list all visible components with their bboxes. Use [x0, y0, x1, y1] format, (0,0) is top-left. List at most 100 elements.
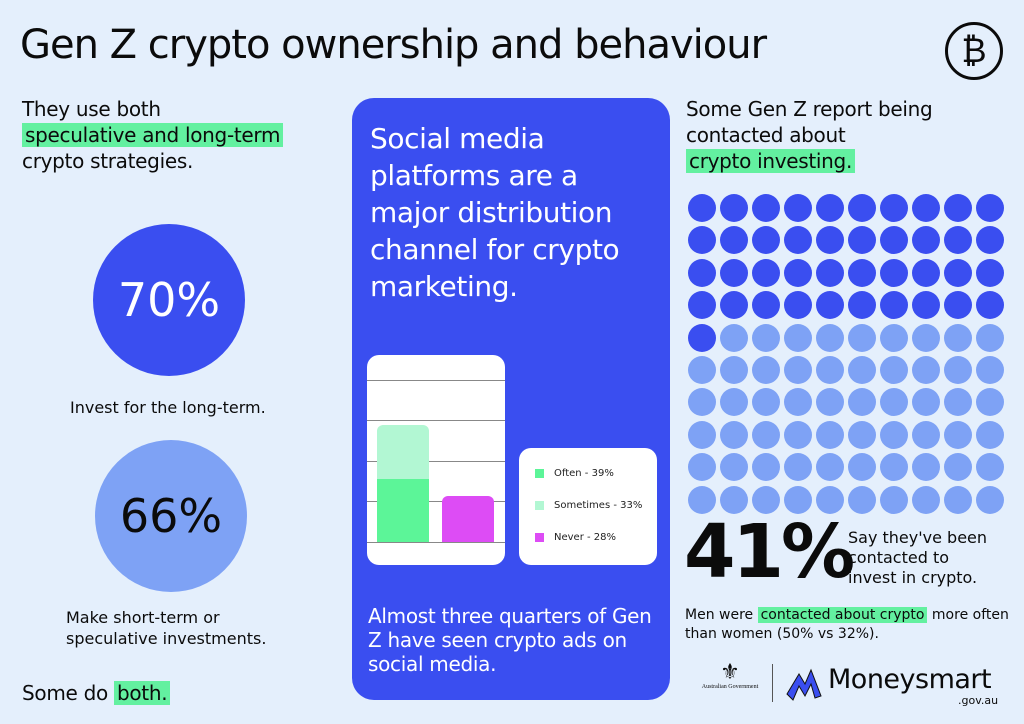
dot-not-contacted	[720, 453, 748, 482]
dot-not-contacted	[880, 388, 908, 417]
dot-contacted	[720, 194, 748, 222]
dot-not-contacted	[752, 323, 780, 352]
dot-contacted	[720, 258, 748, 287]
dot-not-contacted	[752, 420, 780, 449]
logo-divider	[772, 664, 773, 702]
dot-not-contacted	[944, 420, 972, 449]
dot-contacted	[784, 291, 812, 320]
dot-contacted	[976, 291, 1004, 320]
bar-sometimes	[377, 424, 429, 479]
dot-not-contacted	[688, 356, 716, 384]
coat-of-arms-icon: ⚜	[720, 660, 740, 685]
dot-contacted	[880, 291, 908, 320]
grid-line	[367, 461, 505, 462]
dot-not-contacted	[944, 323, 972, 352]
dot-not-contacted	[976, 420, 1004, 449]
dot-contacted	[848, 258, 876, 287]
dot-contacted	[752, 258, 780, 287]
dot-not-contacted	[912, 388, 940, 417]
dot-not-contacted	[976, 356, 1004, 384]
legend-label: Sometimes - 33%	[554, 500, 643, 511]
dot-not-contacted	[880, 453, 908, 482]
dot-not-contacted	[912, 356, 940, 384]
dot-not-contacted	[912, 323, 940, 352]
stat-label-short-term: Make short-term or speculative investmen…	[66, 608, 267, 648]
page-title: Gen Z crypto ownership and behaviour	[20, 22, 767, 68]
dot-not-contacted	[752, 388, 780, 417]
stat-circle-short-term: 66%	[95, 440, 247, 592]
dot-not-contacted	[848, 453, 876, 482]
dot-contacted	[880, 258, 908, 287]
dot-contacted	[816, 194, 844, 222]
stat-circle-long-term: 70%	[93, 224, 245, 376]
dot-not-contacted	[784, 485, 812, 514]
dot-not-contacted	[720, 485, 748, 514]
dot-not-contacted	[784, 420, 812, 449]
dot-contacted	[944, 194, 972, 222]
bar-often	[377, 478, 429, 542]
dot-not-contacted	[848, 420, 876, 449]
dot-contacted	[688, 323, 716, 352]
australian-government-logo: ⚜ Australian Government	[701, 660, 759, 691]
dot-contacted	[912, 226, 940, 255]
grid-line	[367, 501, 505, 502]
left-footer: Some do both.	[22, 680, 171, 706]
dot-not-contacted	[976, 388, 1004, 417]
grid-line	[367, 420, 505, 421]
dot-contacted	[912, 194, 940, 222]
dot-not-contacted	[720, 420, 748, 449]
dot-contacted	[848, 291, 876, 320]
dot-not-contacted	[816, 388, 844, 417]
dot-contacted	[912, 258, 940, 287]
dot-not-contacted	[880, 323, 908, 352]
dot-not-contacted	[848, 388, 876, 417]
dot-contacted	[752, 291, 780, 320]
bar-never	[442, 496, 494, 542]
moneysmart-brand: Moneysmart	[828, 664, 992, 695]
dot-not-contacted	[816, 420, 844, 449]
grid-line	[367, 380, 505, 381]
legend-swatch	[535, 469, 544, 478]
dot-contacted	[848, 194, 876, 222]
dot-not-contacted	[784, 388, 812, 417]
dot-not-contacted	[720, 356, 748, 384]
contact-stat-label: Say they've been contacted to invest in …	[848, 528, 988, 587]
card-title: Social media platforms are a major distr…	[370, 122, 620, 303]
dot-not-contacted	[848, 485, 876, 514]
dot-not-contacted	[752, 356, 780, 384]
dot-contacted	[720, 226, 748, 255]
dot-contacted	[816, 226, 844, 255]
chart-legend: Often - 39% Sometimes - 33% Never - 28%	[519, 448, 657, 565]
dot-not-contacted	[688, 485, 716, 514]
dot-not-contacted	[880, 420, 908, 449]
dot-contacted	[816, 291, 844, 320]
bar-chart	[367, 355, 505, 565]
dot-not-contacted	[880, 485, 908, 514]
dot-contacted	[944, 258, 972, 287]
dot-not-contacted	[720, 388, 748, 417]
dot-not-contacted	[848, 323, 876, 352]
dot-not-contacted	[752, 453, 780, 482]
dot-not-contacted	[752, 485, 780, 514]
dot-not-contacted	[912, 485, 940, 514]
dot-contacted	[976, 226, 1004, 255]
legend-item: Sometimes - 33%	[535, 500, 642, 511]
dot-contacted	[688, 258, 716, 287]
dot-not-contacted	[688, 453, 716, 482]
dot-contacted	[752, 194, 780, 222]
contact-stat: 41%	[684, 509, 855, 595]
dot-contacted	[688, 194, 716, 222]
dot-not-contacted	[944, 453, 972, 482]
dot-contacted	[688, 291, 716, 320]
dot-not-contacted	[816, 323, 844, 352]
dot-contacted	[784, 226, 812, 255]
legend-label: Often - 39%	[554, 468, 614, 479]
dot-contacted	[912, 291, 940, 320]
right-heading: Some Gen Z report being contacted about …	[686, 97, 933, 173]
legend-swatch	[535, 533, 544, 542]
dot-contacted	[688, 226, 716, 255]
moneysmart-domain: .gov.au	[958, 694, 999, 707]
dot-not-contacted	[944, 356, 972, 384]
card-footer: Almost three quarters of Gen Z have seen…	[368, 604, 652, 676]
dot-not-contacted	[976, 485, 1004, 514]
